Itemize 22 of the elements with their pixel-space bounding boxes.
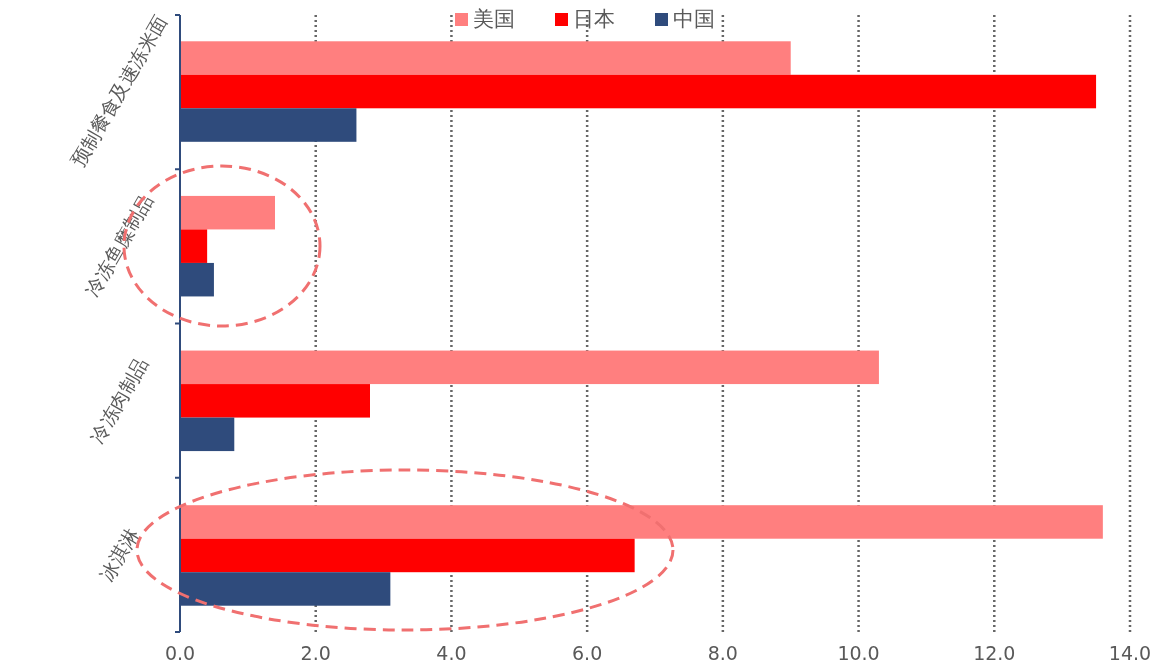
x-tick-label: 8.0 [707,642,738,664]
y-tick-label: 冰淇淋 [94,524,143,585]
bar [180,74,1097,109]
x-tick-label: 2.0 [300,642,331,664]
x-tick-label: 10.0 [837,642,880,664]
bar [180,538,635,573]
y-tick-label: 冷冻肉制品 [85,353,152,447]
bar [180,41,791,75]
y-tick-label: 预制餐食及速冻米面 [66,11,171,171]
x-tick-label: 4.0 [436,642,467,664]
bar [180,229,208,263]
legend-label: 中国 [673,7,715,31]
x-tick-label: 0.0 [164,642,196,664]
legend-label: 美国 [473,7,515,31]
bar [180,505,1103,539]
legend-label: 日本 [573,7,615,31]
x-tick-label: 12.0 [973,642,1016,664]
bar [180,384,370,418]
bar [180,195,275,230]
bar [180,350,879,385]
x-tick-label: 6.0 [572,642,603,664]
x-tick-label: 14.0 [1108,642,1152,664]
